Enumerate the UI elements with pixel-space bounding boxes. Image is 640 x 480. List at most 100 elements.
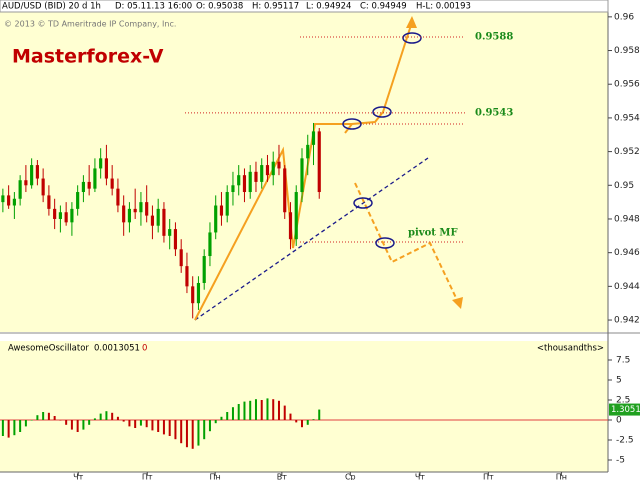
oscillator-bar bbox=[220, 416, 223, 420]
oscillator-bar bbox=[139, 420, 142, 426]
candle-body bbox=[24, 180, 28, 186]
candle-body bbox=[248, 171, 252, 193]
candle-body bbox=[18, 180, 22, 199]
candle-body bbox=[271, 161, 275, 176]
oscillator-bar bbox=[128, 420, 131, 427]
candle-body bbox=[35, 165, 39, 179]
oscillator-bar bbox=[42, 412, 45, 420]
drawings bbox=[194, 16, 465, 321]
y-tick-label: 2.5 bbox=[616, 396, 630, 406]
candle-body bbox=[104, 158, 108, 179]
date: D: 05.11.13 16:00 bbox=[115, 2, 192, 12]
y-tick-label: -5 bbox=[616, 456, 625, 466]
oscillator-bar bbox=[151, 420, 154, 431]
candle-body bbox=[219, 205, 224, 216]
alt-projection bbox=[354, 182, 459, 303]
candle-body bbox=[317, 131, 321, 193]
oscillator-bar bbox=[53, 416, 56, 420]
level-label: 0.9588 bbox=[475, 32, 513, 43]
oscillator-bar bbox=[260, 400, 263, 420]
x-tick-label: Пт bbox=[142, 473, 153, 480]
y-tick-label: 7.5 bbox=[616, 356, 630, 366]
oscillator-bar bbox=[180, 420, 183, 444]
candle-body bbox=[99, 158, 103, 169]
header-bar: AUD/USD (BID) 20 d 1h D: 05.11.13 16:00 … bbox=[0, 0, 609, 13]
oscillator-bar bbox=[70, 420, 73, 430]
oscillator-bar bbox=[266, 398, 269, 420]
trend-line bbox=[194, 157, 429, 321]
y-tick-label: 0.942 bbox=[614, 316, 640, 326]
candle-body bbox=[208, 232, 212, 257]
candle-body bbox=[139, 202, 143, 213]
candle-body bbox=[30, 165, 34, 186]
last-value-label: 1.3051 bbox=[611, 405, 640, 415]
chart-title: Masterforex-V bbox=[12, 46, 164, 68]
x-tick-label: Чт bbox=[415, 473, 425, 480]
oscillator-bar bbox=[306, 420, 309, 425]
last-value-box bbox=[609, 403, 640, 416]
marker-ellipse bbox=[372, 106, 392, 118]
x-tick-label: Вт bbox=[277, 473, 287, 480]
candle-body bbox=[191, 286, 195, 304]
level-label: 0.9543 bbox=[475, 107, 513, 118]
oscillator-bar bbox=[295, 420, 298, 423]
range: H-L: 0.00193 bbox=[416, 2, 471, 12]
y-tick-label: 0.958 bbox=[614, 46, 640, 56]
candle-body bbox=[81, 181, 85, 193]
oscillator-bar bbox=[162, 420, 165, 435]
oscillator-bar bbox=[30, 420, 33, 421]
oscillator-bar bbox=[249, 400, 252, 420]
oscillator-plot-bg bbox=[0, 355, 608, 472]
oscillator-bar bbox=[88, 420, 91, 425]
open: O: 0.95038 bbox=[196, 2, 243, 12]
candle-body bbox=[173, 229, 178, 250]
oscillator-bar bbox=[214, 420, 217, 424]
candle-body bbox=[288, 212, 293, 240]
oscillator-bar bbox=[197, 420, 200, 446]
candle-body bbox=[122, 205, 126, 223]
header-bg bbox=[0, 0, 609, 13]
candle-body bbox=[300, 158, 304, 193]
candle-body bbox=[47, 195, 51, 209]
oscillator-header-bg bbox=[0, 341, 608, 355]
candle-body bbox=[7, 195, 11, 206]
oscillator-bar bbox=[168, 420, 171, 436]
y-tick-label: 0 bbox=[616, 416, 622, 426]
oscillator-bar bbox=[277, 400, 280, 420]
oscillator-bar bbox=[243, 401, 246, 420]
oscillator-bar bbox=[122, 420, 125, 422]
candle-body bbox=[12, 198, 16, 206]
marker-ellipse bbox=[375, 237, 395, 249]
oscillator-bar bbox=[226, 412, 229, 420]
candle-body bbox=[196, 282, 201, 304]
candle-body bbox=[283, 168, 287, 213]
candle-body bbox=[133, 208, 137, 213]
candle-body bbox=[277, 161, 281, 169]
y-tick-label: -2.5 bbox=[616, 436, 634, 446]
candle-body bbox=[254, 171, 258, 182]
candle-body bbox=[64, 212, 68, 223]
oscillator-bar bbox=[59, 420, 62, 421]
oscillator-bar bbox=[157, 420, 160, 432]
close: C: 0.94949 bbox=[360, 2, 407, 12]
y-tick-label: 0.95 bbox=[614, 181, 634, 191]
candle-body bbox=[265, 165, 270, 176]
candle-body bbox=[41, 178, 45, 196]
oscillator-bar bbox=[185, 420, 188, 448]
y-tick-label: 0.944 bbox=[614, 282, 640, 292]
candle-body bbox=[179, 249, 183, 267]
candle-body bbox=[311, 131, 316, 145]
candle-body bbox=[70, 208, 74, 223]
candle-body bbox=[242, 175, 247, 193]
y-tick-label: 0.96 bbox=[614, 12, 634, 22]
candle-body bbox=[53, 208, 57, 219]
candle-body bbox=[185, 266, 189, 287]
wave-path bbox=[194, 123, 352, 321]
oscillator-bar bbox=[65, 420, 68, 425]
oscillator-bar bbox=[1, 420, 4, 436]
oscillator-bar bbox=[24, 420, 27, 427]
candle-body bbox=[237, 175, 241, 186]
oscillator-bar bbox=[19, 420, 22, 432]
candle-body bbox=[162, 208, 166, 236]
